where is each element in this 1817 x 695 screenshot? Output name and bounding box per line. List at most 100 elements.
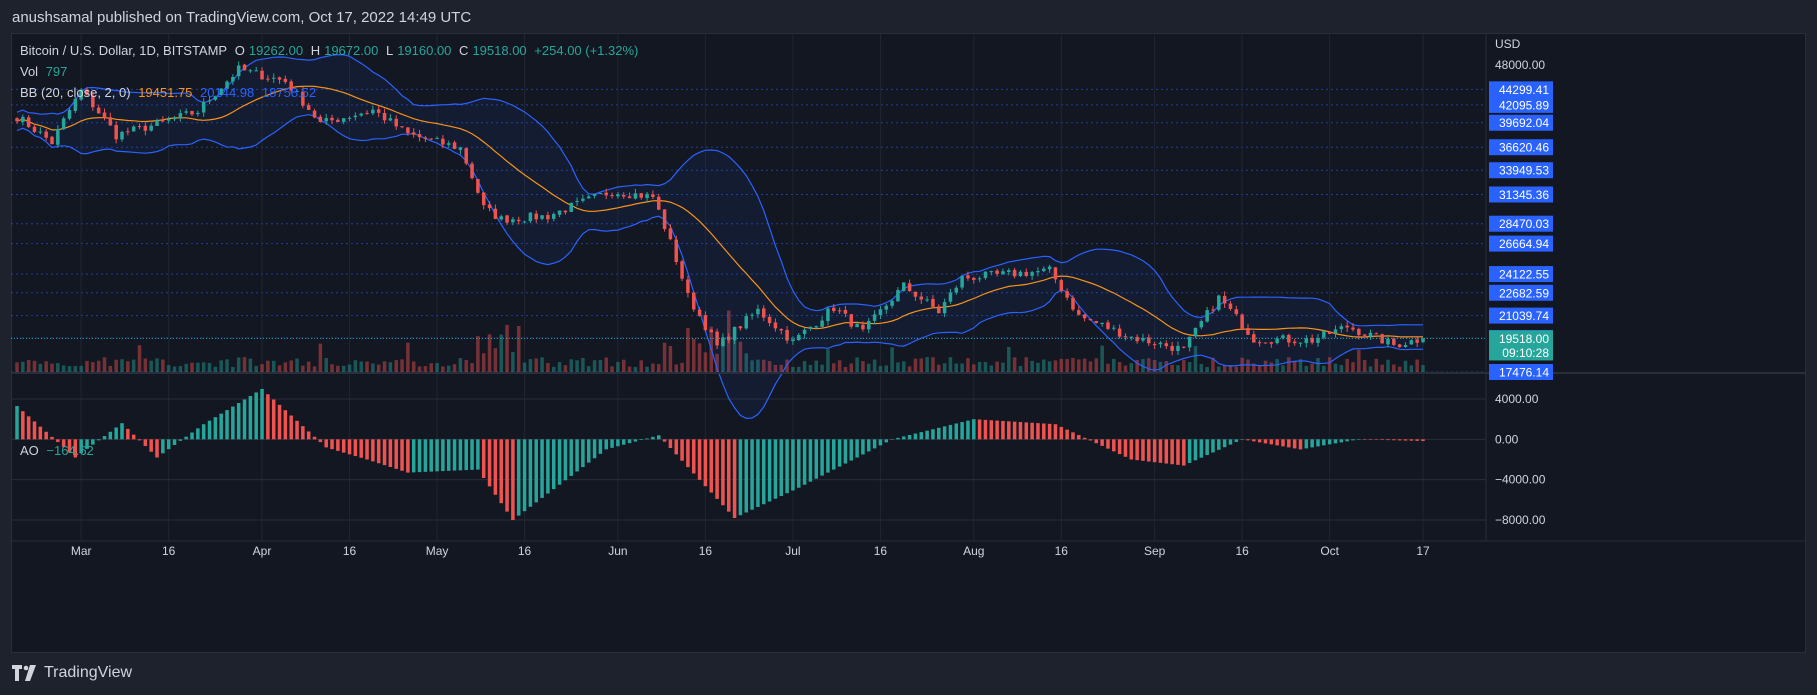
candle-body [260,70,264,80]
candle-body [295,90,299,92]
candle-body [382,112,387,121]
ao-bar [85,439,89,449]
candle-body [1246,328,1250,335]
volume-bar [697,343,702,372]
ao-bar [966,420,970,440]
candle-body [551,214,556,219]
candle-body [721,337,725,347]
volume-bar [802,361,807,372]
ao-bar [779,439,784,496]
volume-bar [633,366,638,372]
candle-body [1059,280,1064,291]
candle-body [1298,342,1303,344]
volume-bar [1327,357,1332,372]
ao-bar [143,439,148,447]
volume-bar [820,364,824,372]
candle-body [937,306,941,314]
volume-bar [680,362,684,372]
volume-bar [283,362,288,372]
ao-bar [604,439,608,450]
candle-body [1205,310,1209,322]
volume-bar [330,364,334,372]
volume-bar [266,360,270,372]
volume-bar [458,358,463,372]
vol-label: Vol [20,64,39,79]
ao-bar [318,439,323,443]
candle-body [406,127,410,134]
volume-bar [738,341,743,372]
volume-bar [621,359,626,372]
ao-bar [948,424,953,440]
ao-bar [266,394,270,440]
candle-body [102,112,107,118]
ao-bar [989,420,994,440]
volume-bar [289,360,293,372]
ao-bar [890,439,894,440]
candle-body [1222,295,1227,304]
ao-bar [645,438,649,440]
ao-bar [260,388,264,440]
ao-bar [149,439,153,452]
volume-bar [155,358,159,372]
ao-bar [721,439,725,506]
candle-body [91,95,95,108]
candle-body [1316,338,1320,343]
candle-body [645,193,649,199]
candle-body [347,117,352,119]
low-value: 19160.00 [397,43,452,58]
candle-body [534,213,538,220]
volume-bar [493,348,498,372]
bb-upper-line [16,53,1423,327]
ao-bar [884,439,889,443]
volume-bar [785,359,789,372]
ao-bar [1415,439,1419,441]
price-level-label: 24122.55 [1499,268,1549,282]
candle-body [1082,314,1087,319]
ao-bar [481,439,486,478]
candle-body [26,117,31,127]
ao-bar [616,439,620,447]
volume-bar [907,366,912,372]
volume-bar [1147,358,1151,372]
time-axis-tick: 16 [162,544,176,558]
volume-bar [1397,366,1402,372]
volume-bar [890,347,894,372]
ao-bar [954,423,959,440]
ao-bar [662,439,667,442]
ao-bar [1071,432,1075,440]
volume-bar [359,361,363,372]
candle-body [1217,295,1221,310]
ao-bar [861,439,865,455]
volume-bar [604,357,608,372]
volume-bar [452,364,457,372]
ao-bar [791,439,795,491]
candle-body [977,278,982,280]
volume-bar [1182,360,1186,372]
volume-bar [966,358,970,372]
volume-bar [1094,358,1099,372]
volume-bar [563,365,568,372]
ao-bar [50,436,54,440]
ao-bar [1409,439,1414,441]
ao-bar [546,439,550,494]
price-level-label: 42095.89 [1499,98,1549,112]
ao-bar [429,439,433,472]
candle-body [837,310,842,312]
volume-bar [902,361,906,372]
volume-bar [1310,363,1314,372]
ao-bar [1322,439,1326,446]
candle-body [1094,320,1099,323]
candle-body [1397,344,1402,348]
bb-upper-value: 20144.98 [200,85,255,100]
ao-bar [38,426,43,440]
candle-body [464,148,468,164]
candle-body [814,326,819,328]
ao-bar [476,439,480,470]
candle-body [779,328,784,331]
ao-bar [528,439,533,507]
candle-body [662,209,667,230]
volume-bar [919,358,924,372]
price-level-label: 36620.46 [1499,141,1549,155]
publisher-byline: anushsamal published on TradingView.com,… [12,9,472,26]
